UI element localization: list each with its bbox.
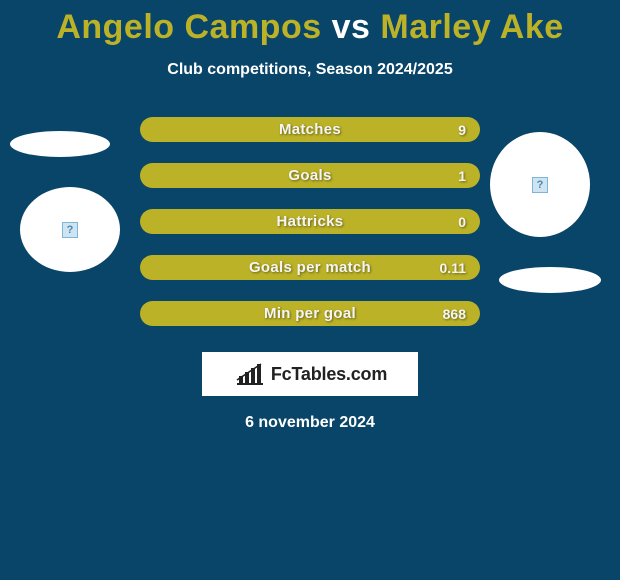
- title-player-b: Marley Ake: [380, 8, 563, 46]
- stat-bars: Matches 9 Goals 1 Hattricks 0 Goals per …: [140, 117, 480, 326]
- left-player-avatar: ?: [20, 187, 120, 272]
- left-small-ellipse: [10, 131, 110, 157]
- stat-label: Goals per match: [249, 259, 371, 276]
- right-player-avatar: ?: [490, 132, 590, 237]
- stat-label: Matches: [279, 121, 341, 138]
- placeholder-glyph: ?: [537, 179, 544, 191]
- page-title: Angelo Campos vs Marley Ake: [0, 8, 620, 47]
- stat-value: 9: [458, 122, 466, 138]
- stat-bar-hattricks: Hattricks 0: [140, 209, 480, 234]
- right-small-ellipse: [499, 267, 601, 293]
- stat-label: Goals: [288, 167, 331, 184]
- placeholder-glyph: ?: [67, 224, 74, 236]
- stat-label: Min per goal: [264, 305, 356, 322]
- stat-value: 0.11: [440, 260, 466, 276]
- stat-value: 1: [458, 168, 466, 184]
- stat-bar-goals: Goals 1: [140, 163, 480, 188]
- subtitle: Club competitions, Season 2024/2025: [0, 61, 620, 79]
- stat-value: 868: [443, 306, 466, 322]
- brand-box: FcTables.com: [202, 352, 418, 396]
- title-vs: vs: [332, 8, 371, 46]
- brand-bars-icon: [233, 362, 265, 386]
- stat-bar-matches: Matches 9: [140, 117, 480, 142]
- placeholder-icon: ?: [532, 177, 548, 193]
- placeholder-icon: ?: [62, 222, 78, 238]
- date-text: 6 november 2024: [0, 414, 620, 432]
- stat-bar-goals-per-match: Goals per match 0.11: [140, 255, 480, 280]
- stat-value: 0: [458, 214, 466, 230]
- brand-text: FcTables.com: [271, 364, 387, 385]
- stat-label: Hattricks: [277, 213, 344, 230]
- title-player-a: Angelo Campos: [56, 8, 321, 46]
- stat-bar-min-per-goal: Min per goal 868: [140, 301, 480, 326]
